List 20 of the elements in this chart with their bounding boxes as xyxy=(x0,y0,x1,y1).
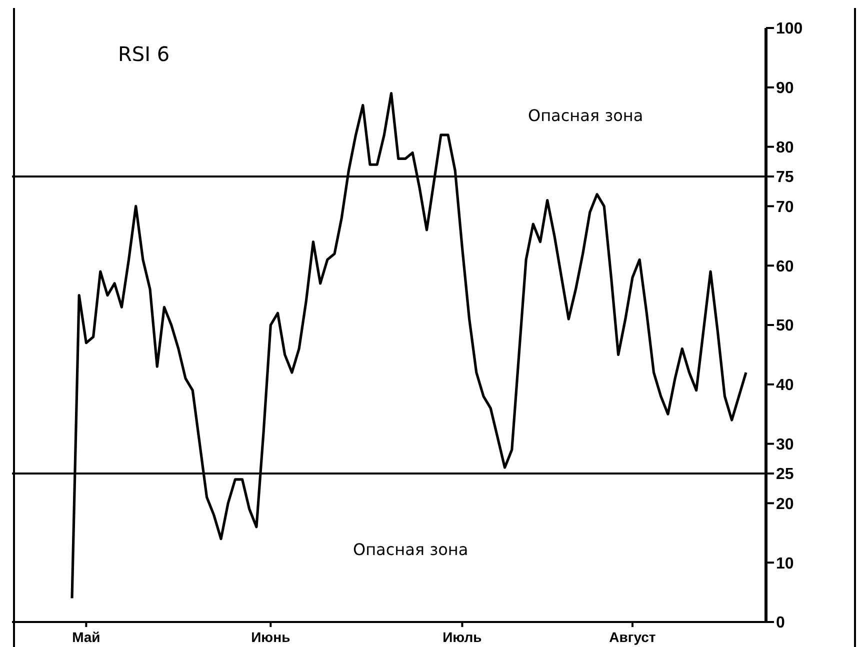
y-tick-label: 10 xyxy=(776,555,794,572)
y-tick-label: 100 xyxy=(776,20,803,38)
y-tick-label: 80 xyxy=(776,139,794,156)
y-tick-label: 50 xyxy=(776,318,794,335)
y-tick-label: 75 xyxy=(776,169,794,186)
y-tick-label: 60 xyxy=(776,258,794,276)
y-tick-label: 90 xyxy=(776,80,794,98)
x-tick-label: Июль xyxy=(442,629,482,645)
annotation: Опасная зона xyxy=(528,106,644,125)
y-tick-label: 70 xyxy=(776,198,794,216)
y-tick-label: 0 xyxy=(776,614,785,632)
y-tick-label: 25 xyxy=(776,466,794,484)
y-tick-label: 40 xyxy=(776,377,794,394)
x-tick-label: Июнь xyxy=(251,629,291,645)
annotation: Опасная зона xyxy=(353,540,468,559)
x-tick-label: Май xyxy=(72,629,100,645)
y-tick-label: 30 xyxy=(776,436,794,454)
x-tick-label: Август xyxy=(609,629,656,645)
y-tick-label: 20 xyxy=(776,496,794,513)
text: RSI 6 xyxy=(118,42,170,66)
